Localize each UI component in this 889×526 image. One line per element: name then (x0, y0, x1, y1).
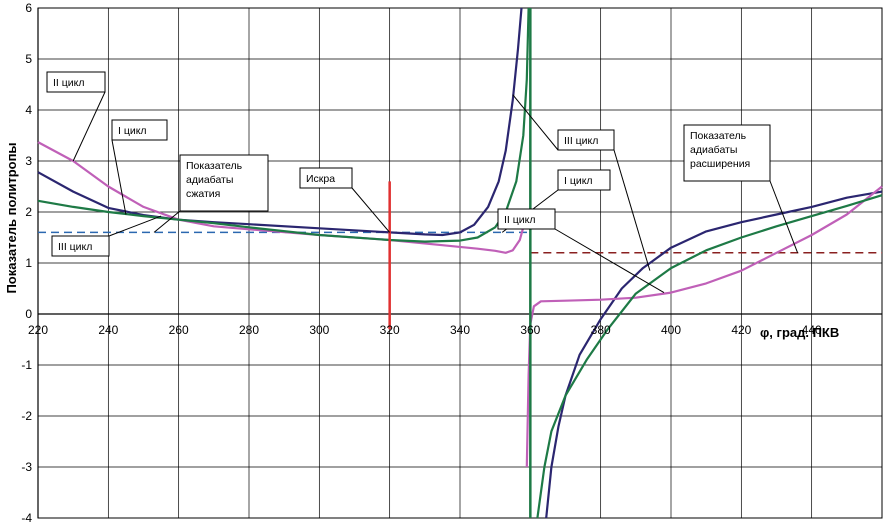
reference-lines (38, 231, 882, 254)
x-tick-label: 300 (309, 323, 329, 337)
y-tick-label: 1 (25, 256, 32, 270)
annotation-text: III цикл (58, 241, 92, 253)
tick-labels: 220 240 260 280 300 320 340 360 380 400 420 440-4-3… (21, 1, 822, 525)
annotation-text: Искра (306, 173, 335, 185)
annotation-box (51, 235, 110, 257)
y-tick-label: 3 (25, 154, 32, 168)
x-tick-label: 420 (731, 323, 751, 337)
annotation-box (179, 154, 269, 212)
annotation-leader (512, 94, 559, 151)
x-tick-label: 380 (591, 323, 611, 337)
annotation-box (557, 129, 615, 151)
annotation-box (111, 119, 168, 141)
y-tick-label: 5 (25, 52, 32, 66)
vertical-markers (388, 8, 532, 518)
x-tick-label: 280 (239, 323, 259, 337)
y-tick-label: -4 (21, 511, 32, 525)
annotation-leader (111, 139, 127, 215)
annotation-leader (153, 210, 181, 233)
annotation-text: I цикл (564, 175, 593, 187)
annotation-text: расширения (690, 158, 750, 170)
annotation-text: I цикл (118, 125, 147, 137)
y-tick-label: -1 (21, 358, 32, 372)
x-tick-label: 400 (661, 323, 681, 337)
annotation-box (46, 71, 106, 93)
annotation-leader (72, 91, 106, 162)
annotation-leader (613, 149, 651, 271)
annotation-leader (351, 187, 391, 233)
annotation-leader (108, 215, 162, 237)
x-tick-label: 440 (802, 323, 822, 337)
annotation-text: адиабаты (186, 174, 233, 186)
grid (37, 7, 883, 519)
annotation-box (299, 167, 353, 189)
series-line-3 (37, 7, 883, 519)
annotations: II цикл I цикл Показатель адиабаты сжатия Иск… (46, 71, 799, 294)
x-tick-label: 260 (169, 323, 189, 337)
annotation-text: III цикл (564, 135, 598, 147)
annotation-leader (554, 228, 665, 294)
annotation-text: Показатель (690, 130, 747, 142)
y-axis-title: Показатель политропы (4, 142, 19, 293)
annotation-text: адиабаты (690, 144, 737, 156)
y-tick-label: -2 (21, 409, 32, 423)
x-tick-label: 320 (380, 323, 400, 337)
annotation-text: Показатель (186, 160, 243, 172)
annotation-leader (769, 180, 799, 253)
y-tick-label: 2 (25, 205, 32, 219)
annotation-box (683, 124, 771, 182)
annotation-box (497, 208, 556, 230)
x-tick-label: 360 (520, 323, 540, 337)
y-tick-label: -3 (21, 460, 32, 474)
x-tick-label: 340 (450, 323, 470, 337)
y-tick-label: 0 (25, 307, 32, 321)
annotation-text: II цикл (504, 214, 535, 226)
annotation-box (557, 169, 611, 191)
x-axis-title: φ, град. ПКВ (760, 325, 839, 340)
x-tick-label: 220 (28, 323, 48, 337)
y-tick-label: 6 (25, 1, 32, 15)
annotation-text: II цикл (53, 77, 84, 89)
x-tick-label: 240 (98, 323, 118, 337)
y-tick-label: 4 (25, 103, 32, 117)
annotation-text: сжатия (186, 188, 220, 200)
